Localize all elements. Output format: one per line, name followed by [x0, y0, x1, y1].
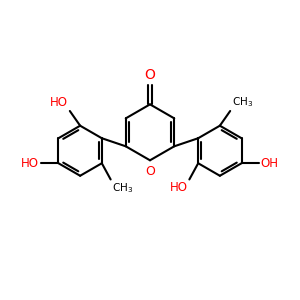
- Text: O: O: [145, 68, 155, 82]
- Text: CH$_3$: CH$_3$: [112, 181, 133, 195]
- Text: O: O: [145, 165, 155, 178]
- Text: HO: HO: [50, 96, 68, 109]
- Text: CH$_3$: CH$_3$: [232, 95, 253, 109]
- Text: OH: OH: [261, 157, 279, 170]
- Text: HO: HO: [21, 157, 39, 170]
- Text: HO: HO: [170, 181, 188, 194]
